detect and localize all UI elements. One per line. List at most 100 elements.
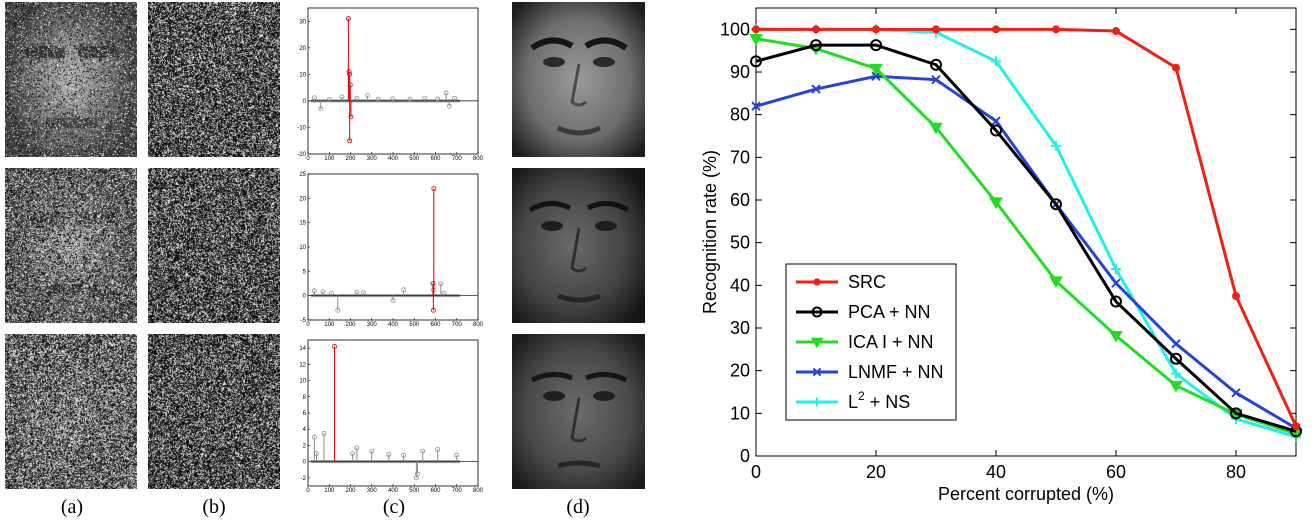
coef-gray-marker	[390, 298, 396, 303]
reconstructed-face-3	[512, 334, 645, 489]
coef-gray-marker	[407, 96, 413, 102]
coef-gray-marker	[311, 288, 317, 294]
coef-gray-marker	[314, 451, 319, 456]
coef-red-marker	[431, 186, 437, 192]
data-point	[989, 197, 1003, 210]
coef-y-tick-label: 0	[303, 460, 307, 466]
coef-gray-marker	[443, 90, 449, 96]
recognition-rate-chart: 0 10 20 30 40 50 60 70 80 90 100 0 20 40 60 80 Percent …	[700, 7, 1303, 504]
coef-gray-marker	[438, 281, 444, 286]
series-line	[755, 74, 1297, 430]
coef-red-marker	[345, 16, 351, 22]
coef-gray-marker	[335, 307, 341, 313]
data-point	[1170, 352, 1182, 365]
coefficient-plot-1: 30 20 10 0 -10 -20 0 100 200 300 400 500 600 700 800	[288, 4, 500, 160]
y-tick-label: 10	[730, 403, 750, 423]
coef-gray-marker	[311, 95, 317, 101]
caption-d: (d)	[566, 496, 590, 518]
data-point	[1111, 278, 1121, 288]
coef-y-tick-label: 12	[299, 362, 306, 368]
coef-x-tick-label: 100	[324, 322, 335, 326]
coef-x-tick-label: 0	[306, 488, 310, 492]
legend-label: SRC	[848, 272, 886, 292]
coef-x-tick-label: 500	[409, 322, 420, 326]
x-tick-label: 60	[1106, 462, 1126, 482]
coef-gray-marker	[401, 287, 407, 293]
legend-label: L2 + NS	[848, 389, 910, 412]
data-point	[871, 71, 881, 81]
coef-y-tick-label: 2	[303, 443, 307, 449]
coef-gray-marker	[422, 95, 428, 101]
coef-gray-marker	[311, 434, 317, 440]
coef-red-marker	[347, 138, 353, 144]
coef-gray-marker	[360, 290, 366, 296]
data-point	[750, 55, 762, 68]
error-image-1	[148, 2, 280, 157]
data-point	[1232, 292, 1240, 300]
data-point	[991, 56, 1001, 67]
coef-x-tick-label: 800	[473, 488, 484, 492]
coef-gray-marker	[369, 448, 375, 454]
data-point	[992, 25, 1000, 34]
coef-gray-marker	[318, 106, 324, 112]
coef-y-tick-label: -10	[297, 125, 306, 131]
y-tick-label: 90	[730, 62, 750, 82]
coef-gray-marker	[326, 97, 332, 102]
coef-x-tick-label: 400	[388, 322, 399, 326]
face-illustration	[512, 2, 645, 157]
y-tick-label: 0	[740, 446, 750, 466]
coef-red-marker	[347, 82, 353, 88]
coefficient-plot-svg: 14 12 10 8 6 4 2 0 -2 0 100 200 300 400 500 600 700 800	[299, 339, 484, 492]
legend: SRC PCA + NN ICA I + NN LNMF + NN L2 + NS	[785, 263, 957, 421]
y-tick-label: 70	[730, 147, 750, 167]
coef-y-tick-label: -5	[301, 318, 307, 324]
coef-gray-marker	[354, 95, 360, 101]
coef-gray-marker	[339, 94, 345, 100]
y-tick-label: 50	[730, 233, 750, 253]
data-point	[1172, 63, 1180, 72]
data-point	[1051, 140, 1061, 151]
coef-gray-marker	[354, 445, 360, 451]
coef-gray-marker	[321, 430, 327, 436]
error-image-2	[148, 168, 280, 323]
data-point	[810, 337, 824, 349]
coef-x-tick-label: 100	[324, 156, 335, 160]
data-point	[1231, 388, 1241, 398]
series-lnmf-nn	[751, 71, 1301, 433]
data-point	[872, 25, 880, 34]
data-point	[1171, 339, 1181, 349]
data-point	[930, 58, 942, 71]
coef-x-tick-label: 400	[388, 488, 399, 492]
data-point	[1169, 380, 1183, 393]
reconstructed-face-2	[512, 168, 645, 323]
y-tick-label: 30	[730, 318, 750, 338]
coef-red-marker	[347, 71, 353, 77]
data-point	[932, 25, 940, 34]
coef-x-tick-label: 800	[473, 322, 484, 326]
data-point	[1110, 295, 1122, 308]
noise-image	[148, 334, 280, 489]
coef-red-marker	[430, 307, 436, 313]
coef-y-tick-label: 20	[299, 196, 306, 202]
coef-x-tick-label: 200	[345, 322, 356, 326]
legend-label: LNMF + NN	[848, 362, 944, 382]
coef-x-tick-label: 700	[452, 156, 463, 160]
coef-x-tick-label: 300	[367, 488, 378, 492]
y-tick-label: 40	[730, 275, 750, 295]
legend-item: L2 + NS	[796, 389, 910, 412]
data-point	[813, 278, 821, 286]
coef-y-tick-label: 15	[299, 221, 306, 227]
coef-y-tick-label: -2	[301, 476, 307, 482]
data-point	[811, 306, 823, 318]
coefficient-plot-3: 14 12 10 8 6 4 2 0 -2 0 100 200 300 400 500 600 700 800	[288, 336, 500, 492]
data-point	[1050, 198, 1062, 211]
noise-image	[5, 334, 137, 489]
data-point	[812, 397, 822, 407]
corrupted-face-3	[5, 334, 137, 489]
coef-gray-marker	[401, 452, 407, 458]
series-line	[756, 27, 1298, 427]
coef-x-tick-label: 500	[409, 156, 420, 160]
x-tick-label: 40	[986, 462, 1006, 482]
coef-gray-marker	[446, 103, 452, 109]
